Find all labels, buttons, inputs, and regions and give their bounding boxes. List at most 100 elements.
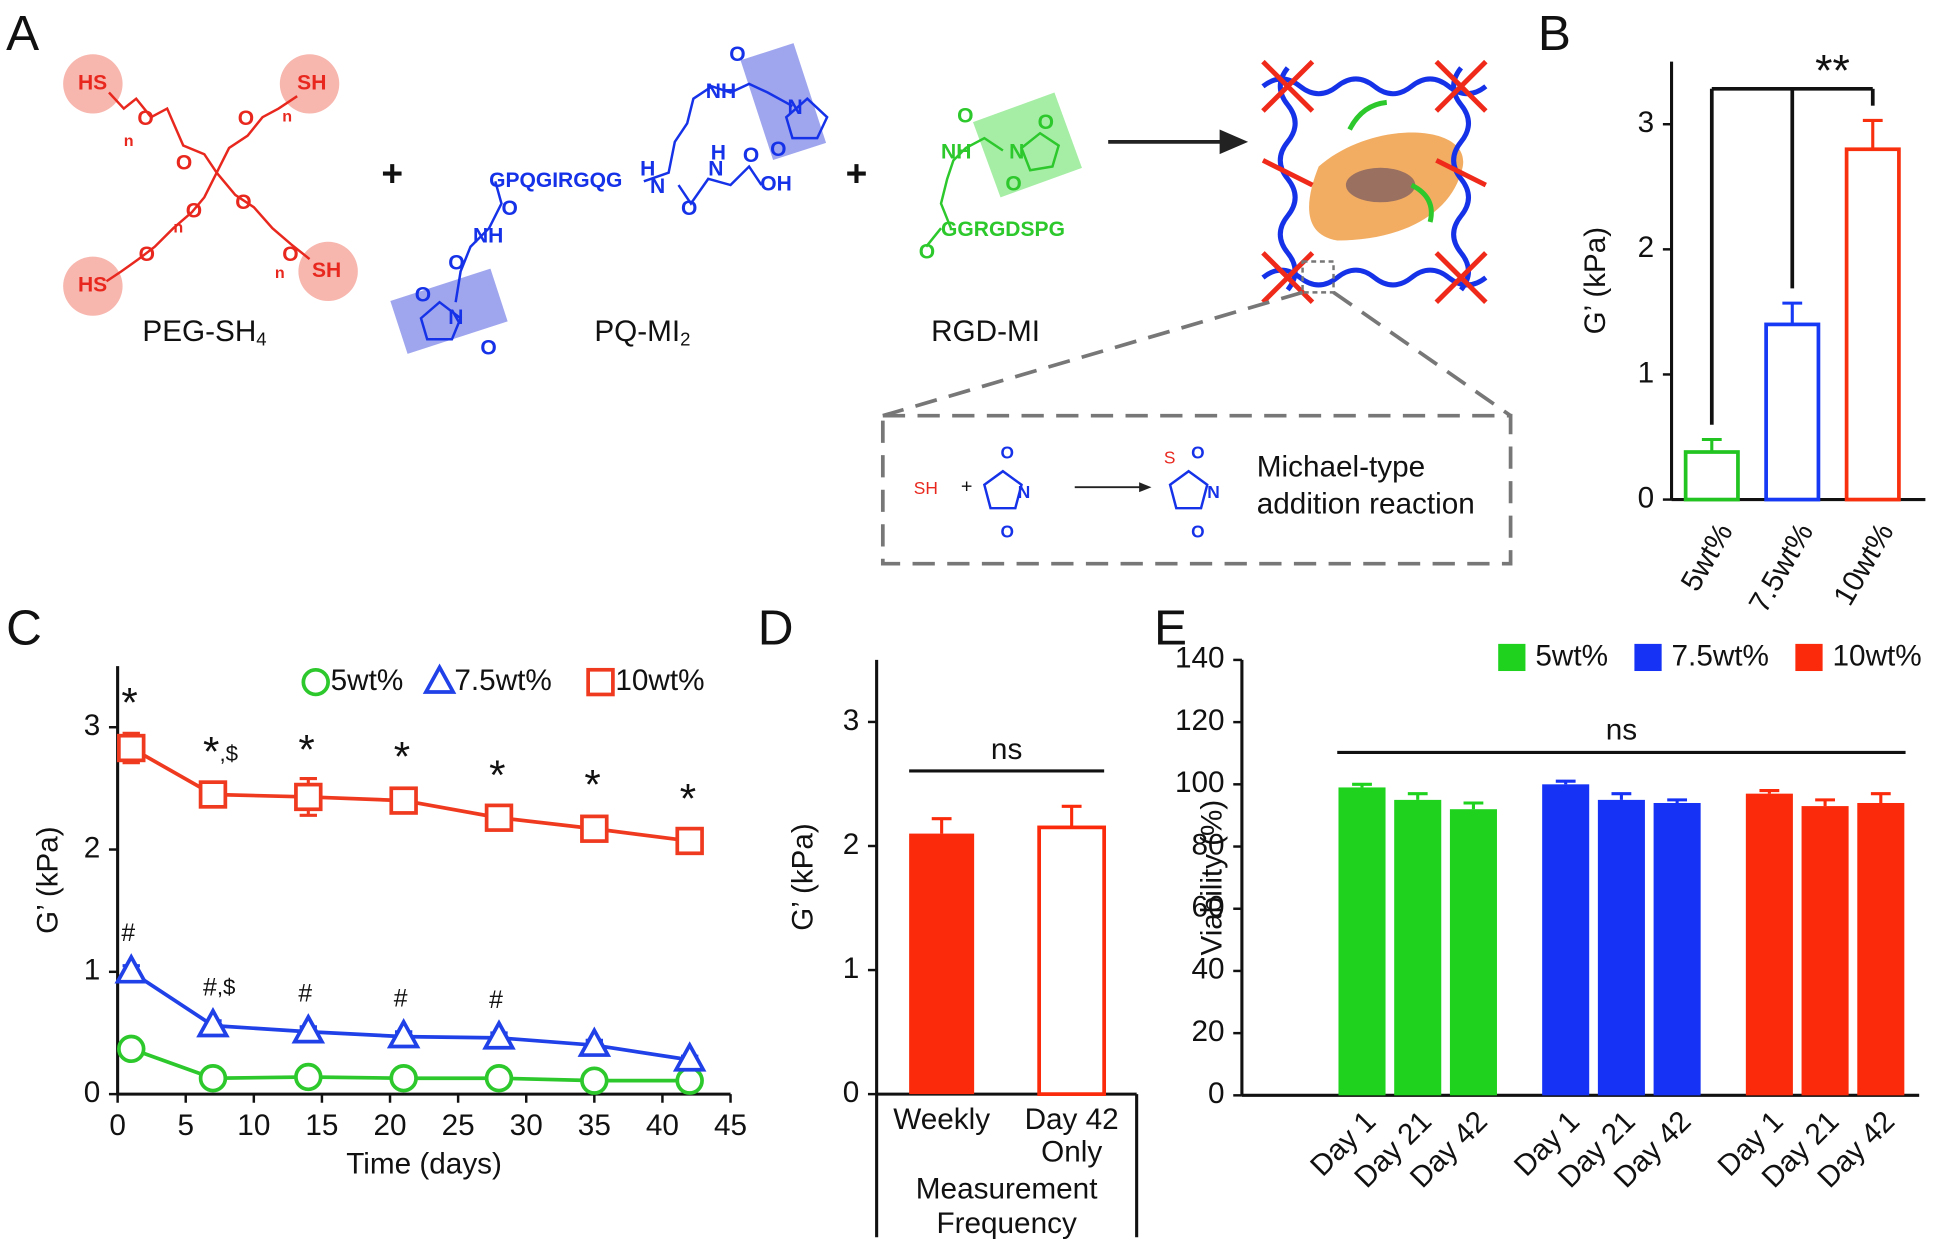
atom: N — [1018, 482, 1031, 502]
x-axis-label: Measurement Frequency — [916, 1172, 1098, 1239]
atom: N — [1207, 482, 1220, 502]
marker — [422, 663, 457, 694]
panel-label: A — [6, 6, 39, 61]
label-line: Day 42 — [1025, 1103, 1119, 1136]
annotation-symbol: # — [394, 985, 408, 1012]
plus: + — [381, 152, 403, 194]
atom: O — [1000, 443, 1013, 463]
y-axis-label: Viability (%) — [1195, 800, 1228, 956]
y-tick-label: 140 — [1175, 642, 1225, 675]
compound-name: PEG-SH — [142, 315, 256, 348]
x-tick-label: 20 — [373, 1109, 406, 1142]
x-tick-label: 30 — [510, 1109, 543, 1142]
x-tick-label: 10wt% — [1827, 518, 1900, 611]
atom: O — [186, 200, 202, 223]
atom: O — [238, 107, 254, 130]
atom: O — [957, 105, 973, 128]
atom: n — [282, 107, 292, 125]
marker — [675, 826, 704, 856]
bar — [1764, 322, 1821, 502]
marker — [386, 1017, 421, 1049]
y-tick-label: 2 — [1638, 231, 1655, 264]
atom: O — [235, 191, 251, 214]
atom: O — [282, 243, 298, 266]
bar — [1338, 787, 1386, 1096]
y-axis-label: G’ (kPa) — [1579, 227, 1612, 334]
bar — [1801, 806, 1849, 1096]
y-tick-label: 2 — [84, 831, 101, 864]
bar — [1745, 793, 1793, 1096]
subscript: 2 — [680, 328, 690, 349]
marker — [117, 733, 146, 763]
atom: SH — [914, 478, 938, 498]
annotation-suffix: ,$ — [219, 741, 238, 766]
y-axis-label: G’ (kPa) — [31, 826, 64, 933]
marker — [198, 780, 228, 809]
x-tick-label: 35 — [578, 1109, 611, 1142]
y-tick-label: 3 — [84, 709, 101, 742]
atom: n — [275, 264, 285, 282]
annotation-symbol: # — [121, 920, 135, 947]
annotation: # — [394, 985, 408, 1012]
annotation-symbol: * — [680, 775, 696, 822]
annotation-suffix: ,$ — [217, 975, 236, 1000]
y-tick-label: 80 — [1192, 828, 1225, 861]
y-tick-label: 100 — [1175, 766, 1225, 799]
legend-label: 5wt% — [331, 664, 404, 697]
legend-swatch — [1634, 643, 1662, 672]
annotation: * — [394, 733, 410, 780]
annotation-symbol: # — [298, 980, 312, 1007]
atom: N — [650, 175, 665, 198]
marker — [482, 1019, 516, 1050]
y-tick-label: 1 — [1638, 356, 1655, 389]
atom: O — [176, 152, 192, 175]
bar — [1597, 799, 1645, 1096]
atom: O — [448, 252, 464, 275]
marker — [484, 803, 514, 832]
marker — [586, 667, 615, 697]
atom: SH — [297, 71, 326, 94]
marker — [198, 1064, 228, 1093]
annotation: * — [121, 679, 137, 726]
y-tick-label: 40 — [1192, 953, 1225, 986]
marker — [389, 1064, 418, 1093]
legend-label: 10wt% — [1833, 639, 1922, 672]
annotation-symbol: * — [203, 728, 219, 775]
atom: O — [137, 107, 153, 130]
reaction-text: addition reaction — [1257, 488, 1475, 521]
atom: NH — [473, 224, 503, 247]
bar — [1394, 799, 1442, 1096]
annotation-symbol: * — [298, 726, 314, 773]
atom: O — [501, 197, 517, 220]
atom: H — [711, 142, 726, 165]
x-tick-label: 10 — [237, 1109, 270, 1142]
compound-name: PQ-MI2 — [594, 315, 690, 349]
marker — [117, 1034, 146, 1064]
atom: O — [480, 337, 496, 360]
bar — [909, 833, 975, 1095]
y-tick-label: 3 — [1638, 106, 1655, 139]
atom: H — [640, 158, 655, 181]
legend-label: 7.5wt% — [454, 664, 551, 697]
marker — [301, 667, 330, 697]
label-line: Frequency — [936, 1207, 1077, 1240]
y-tick-label: 120 — [1175, 704, 1225, 737]
y-tick-label: 60 — [1192, 891, 1225, 924]
atom: O — [681, 197, 697, 220]
x-tick-label: 5 — [177, 1109, 194, 1142]
x-axis-label: Time (days) — [346, 1148, 502, 1181]
marker — [114, 953, 149, 984]
bar — [1542, 784, 1590, 1096]
peptide: GPQGIRGQG — [489, 169, 622, 192]
atom: O — [729, 43, 745, 66]
panel-label: B — [1538, 6, 1571, 61]
atom: N — [708, 158, 723, 181]
y-tick-label: 0 — [843, 1076, 860, 1109]
atom: O — [1191, 521, 1204, 541]
annotation-symbol: * — [489, 751, 505, 798]
marker — [196, 1006, 230, 1038]
atom: N — [448, 306, 463, 329]
y-tick-label: 1 — [843, 952, 860, 985]
panel-label: C — [6, 601, 42, 656]
marker — [675, 1066, 704, 1095]
